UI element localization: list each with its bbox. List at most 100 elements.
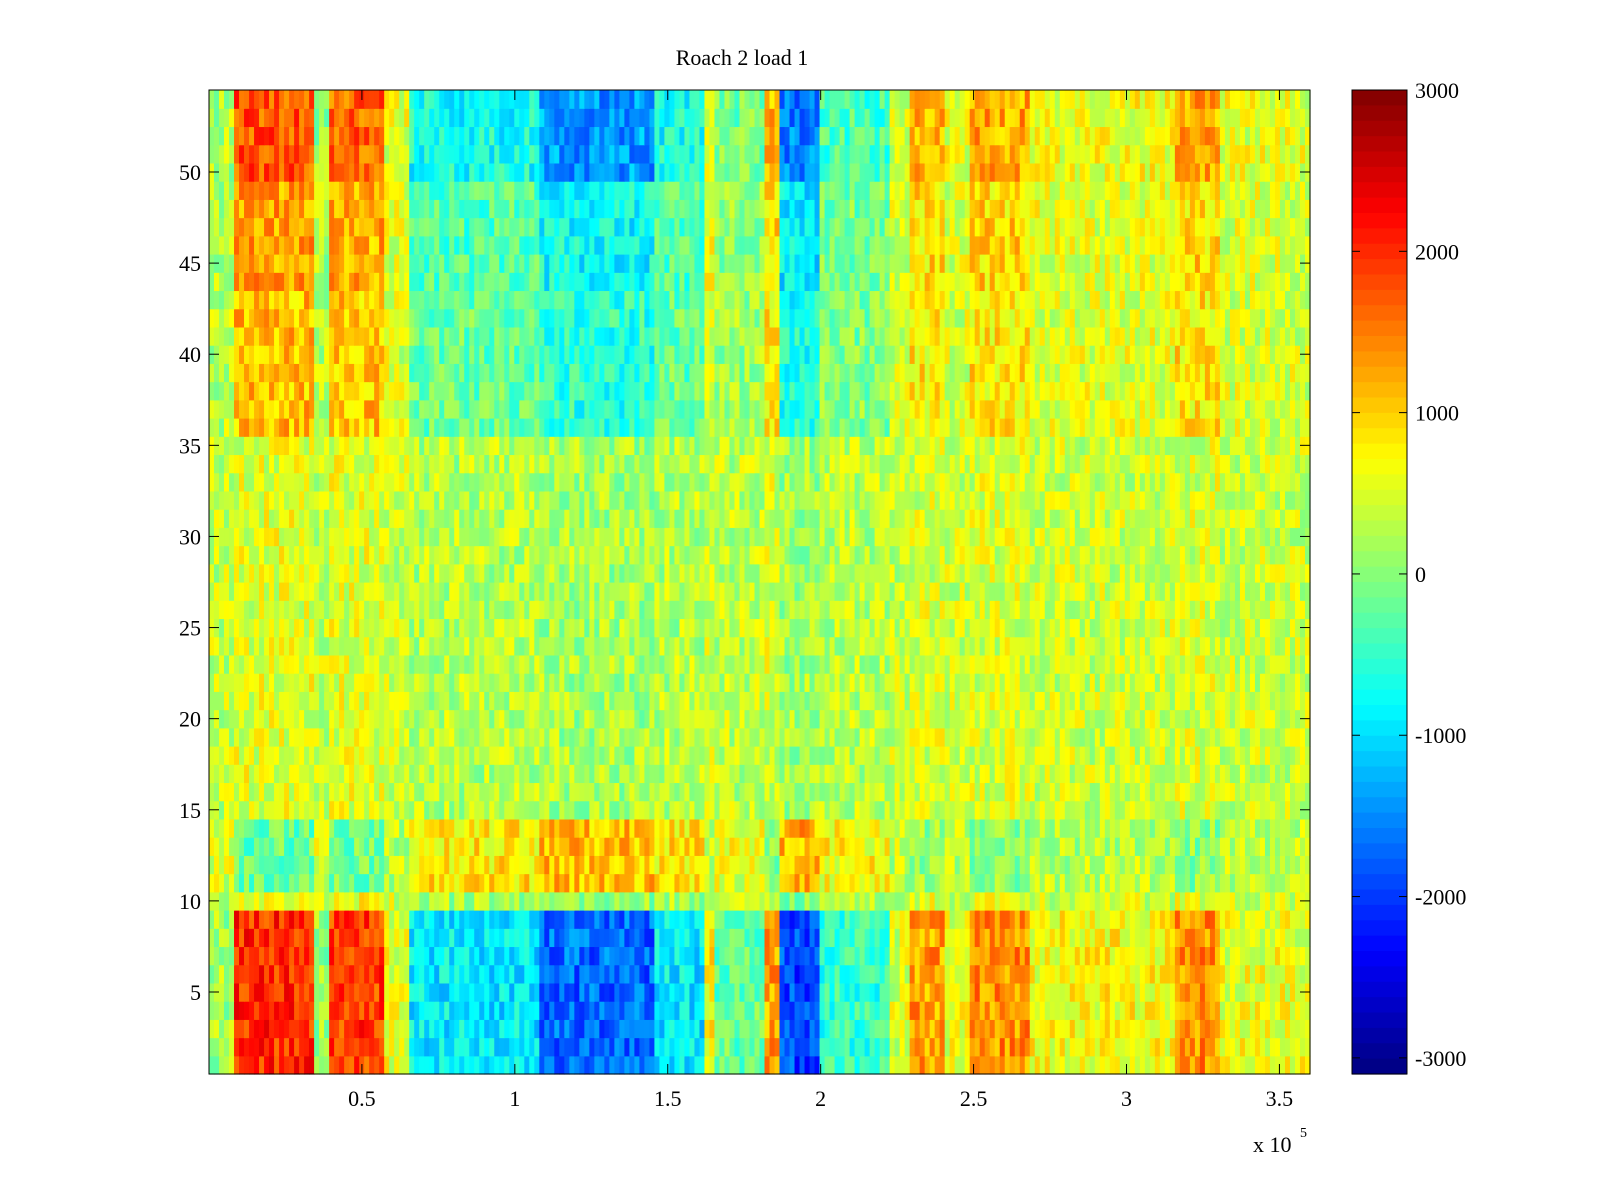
heatmap-cell (419, 800, 425, 820)
heatmap-cell (1174, 928, 1181, 948)
heatmap-cell (624, 709, 630, 729)
heatmap-cell (549, 910, 555, 929)
heatmap-cell (709, 982, 716, 1002)
heatmap-cell (659, 764, 666, 784)
heatmap-cell (1264, 1037, 1271, 1057)
heatmap-cell (1049, 946, 1056, 966)
heatmap-cell (834, 1001, 841, 1020)
heatmap-cell (554, 946, 560, 966)
heatmap-cell (274, 727, 280, 747)
heatmap-cell (749, 1019, 756, 1039)
heatmap-cell (549, 1019, 555, 1039)
heatmap-cell (1264, 691, 1271, 711)
heatmap-cell (1244, 910, 1251, 929)
heatmap-cell (594, 837, 600, 856)
heatmap-cell (309, 800, 315, 820)
heatmap-cell (1049, 746, 1056, 765)
heatmap-cell (424, 855, 430, 875)
heatmap-cell (1014, 928, 1021, 948)
heatmap-cell (1034, 1037, 1041, 1057)
heatmap-cell (464, 982, 470, 1002)
heatmap-cell (1244, 982, 1251, 1002)
heatmap-cell (419, 1019, 425, 1039)
heatmap-cell (799, 855, 806, 875)
heatmap-cell (344, 782, 350, 802)
heatmap-cell (449, 800, 455, 820)
heatmap-cell (1154, 727, 1161, 747)
heatmap-cell (984, 1037, 991, 1057)
heatmap-cell (734, 1037, 741, 1057)
heatmap-cell (729, 654, 736, 674)
heatmap-cell (614, 818, 620, 838)
heatmap-cell (329, 891, 335, 911)
heatmap-cell (309, 1037, 315, 1057)
heatmap-cell (734, 709, 741, 729)
heatmap-cell (494, 982, 500, 1002)
heatmap-cell (959, 746, 966, 765)
heatmap-cell (509, 673, 515, 692)
heatmap-cell (439, 764, 445, 784)
heatmap-cell (544, 782, 550, 802)
heatmap-cell (989, 818, 996, 838)
heatmap-cell (549, 654, 555, 674)
heatmap-cell (389, 818, 395, 838)
heatmap-cell (314, 982, 320, 1002)
heatmap-cell (284, 910, 290, 929)
heatmap-cell (214, 964, 220, 984)
heatmap-cell (1064, 910, 1071, 929)
heatmap-cell (624, 1019, 630, 1039)
heatmap-cell (299, 673, 305, 692)
heatmap-cell (1239, 691, 1246, 711)
heatmap-cell (1119, 946, 1126, 966)
heatmap-cell (619, 1001, 625, 1020)
heatmap-cell (249, 782, 255, 802)
heatmap-cell (1289, 891, 1296, 911)
heatmap-cell (1189, 1019, 1196, 1039)
heatmap-cell (649, 800, 655, 820)
heatmap-cell (699, 837, 706, 856)
heatmap-cell (704, 1037, 711, 1057)
heatmap-cell (384, 855, 390, 875)
heatmap-cell (844, 709, 851, 729)
heatmap-cell (294, 1055, 300, 1075)
heatmap-cell (644, 654, 650, 674)
heatmap-cell (1189, 891, 1196, 911)
heatmap-cell (1214, 964, 1221, 984)
heatmap-cell (884, 891, 891, 911)
heatmap-cell (919, 891, 926, 911)
heatmap-cell (1294, 764, 1301, 784)
heatmap-cell (489, 928, 495, 948)
heatmap-cell (519, 910, 525, 929)
heatmap-cell (459, 873, 465, 893)
heatmap-cell (1244, 782, 1251, 802)
heatmap-cell (534, 891, 540, 911)
heatmap-cell (654, 818, 660, 838)
heatmap-cell (749, 946, 756, 966)
heatmap-cell (314, 946, 320, 966)
heatmap-cell (824, 691, 831, 711)
heatmap-cell (1069, 964, 1076, 984)
heatmap-cell (569, 910, 575, 929)
heatmap-cell (444, 873, 450, 893)
heatmap-cell (309, 673, 315, 692)
heatmap-cell (899, 928, 906, 948)
heatmap-cell (394, 1055, 400, 1075)
heatmap-cell (999, 673, 1006, 692)
heatmap-cell (419, 910, 425, 929)
heatmap-cell (879, 891, 886, 911)
heatmap-cell (589, 855, 595, 875)
heatmap-cell (569, 782, 575, 802)
heatmap-cell (699, 727, 706, 747)
heatmap-cell (689, 1037, 696, 1057)
heatmap-cell (214, 1019, 220, 1039)
heatmap-cell (1239, 837, 1246, 856)
heatmap-cell (519, 727, 525, 747)
heatmap-cell (749, 873, 756, 893)
heatmap-cell (604, 746, 610, 765)
heatmap-cell (699, 1055, 706, 1075)
heatmap-cell (629, 764, 635, 784)
heatmap-cell (694, 910, 701, 929)
heatmap-cell (864, 764, 871, 784)
heatmap-cell (664, 709, 671, 729)
heatmap-cell (759, 709, 766, 729)
